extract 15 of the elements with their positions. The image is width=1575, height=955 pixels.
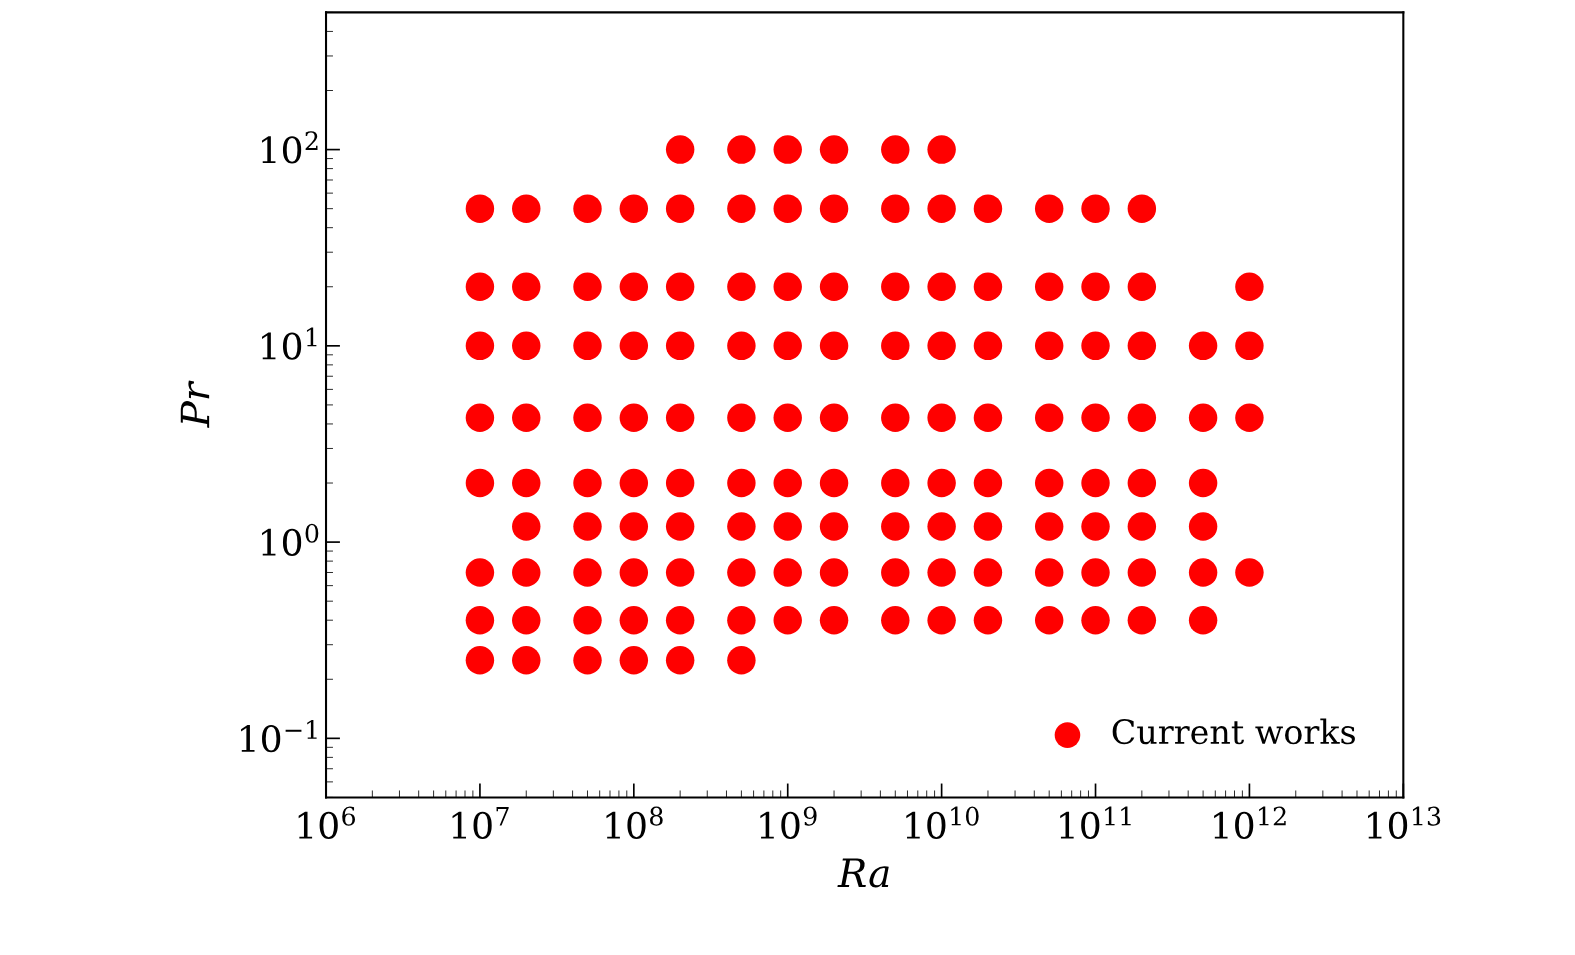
x-tick-label: 10$^{11}$: [1060, 806, 1131, 840]
y-tick-label: 10$^{1}$: [262, 327, 317, 360]
x-tick-label: 10$^{7}$: [452, 806, 509, 840]
y-tick-label: 10$^{−1}$: [241, 719, 317, 753]
x-tick-label: 10$^{10}$: [906, 806, 979, 840]
legend-label: Current works: [1112, 718, 1355, 745]
y-tick-label: 10$^{0}$: [262, 523, 319, 557]
y-axis-title: Pr: [180, 380, 210, 428]
x-tick-label: 10$^{8}$: [606, 806, 663, 840]
x-tick-label: 10$^{12}$: [1214, 806, 1286, 840]
x-tick-label: 10$^{13}$: [1368, 806, 1441, 840]
y-tick-label: 10$^{2}$: [262, 131, 318, 164]
x-tick-label: 10$^{9}$: [760, 806, 817, 840]
x-axis-title: Ra: [837, 858, 889, 888]
x-tick-label: 10$^{6}$: [298, 806, 356, 840]
